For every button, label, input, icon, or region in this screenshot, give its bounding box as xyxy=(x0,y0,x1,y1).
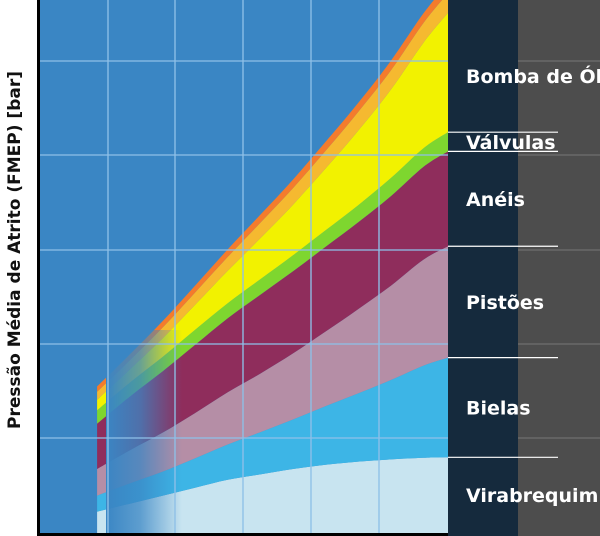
legend-label-bomba-de-leo: Bomba de Óleo xyxy=(466,64,600,88)
legend-panel xyxy=(448,0,518,536)
legend-label-v-lvulas: Válvulas xyxy=(466,132,556,154)
legend-label-bielas: Bielas xyxy=(466,398,531,420)
right-panel-lines xyxy=(518,60,600,439)
area-fade-overlay xyxy=(106,330,182,536)
legend: Virabrequim Bielas Pistões Anéis Válvulas Bom… xyxy=(448,64,600,507)
x-axis-line xyxy=(37,533,448,536)
legend-label-pist-es: Pistões xyxy=(466,292,544,314)
right-side-panel xyxy=(518,0,600,536)
area-pist-es xyxy=(97,246,448,496)
area-virabrequim xyxy=(97,457,448,533)
area-an-is xyxy=(97,151,448,469)
legend-label-an-is: Anéis xyxy=(466,189,525,211)
area-bielas xyxy=(97,357,448,512)
area-v-lvulas xyxy=(97,132,448,424)
gridlines xyxy=(40,0,448,533)
y-axis-line xyxy=(37,0,40,536)
y-axis-label: Pressão Média de Atrito (FMEP) [bar] xyxy=(5,71,25,429)
legend-label-virabrequim: Virabrequim xyxy=(466,485,598,507)
